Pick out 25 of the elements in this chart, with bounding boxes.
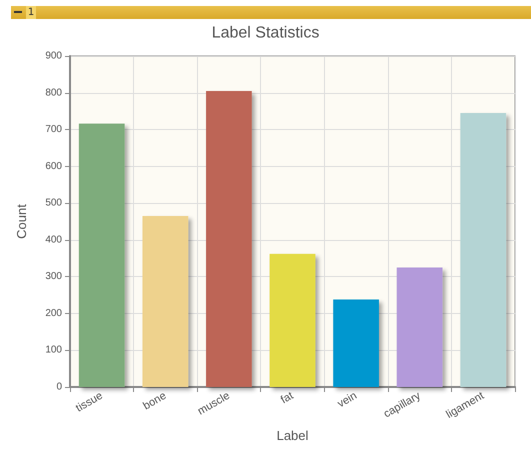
x-tick-label: tissue (74, 390, 105, 415)
x-tick-label: vein (336, 390, 360, 410)
y-tick-label: 100 (45, 344, 62, 356)
x-axis-title: Label (276, 428, 309, 443)
bar (206, 90, 252, 387)
bar (396, 267, 443, 387)
y-tick-label: 600 (45, 160, 62, 172)
y-tick-label: 800 (45, 87, 62, 98)
y-tick-label: 500 (45, 198, 62, 209)
y-tick-label: 0 (56, 382, 62, 392)
bar (270, 254, 316, 387)
bar (142, 216, 188, 387)
x-tick-label: bone (141, 390, 168, 412)
bar (78, 124, 125, 387)
y-tick-label: 900 (45, 50, 62, 62)
y-tick-label: 200 (45, 308, 62, 319)
y-tick-label: 300 (45, 271, 62, 282)
bar (460, 113, 506, 387)
chart-title: Label Statistics (212, 24, 320, 42)
bar (333, 299, 379, 387)
y-tick-label: 700 (45, 124, 62, 136)
y-axis-title: Count (14, 204, 29, 239)
y-tick-label: 400 (45, 234, 62, 246)
x-tick-label: fat (278, 390, 296, 406)
text: 1 (26, 6, 36, 19)
